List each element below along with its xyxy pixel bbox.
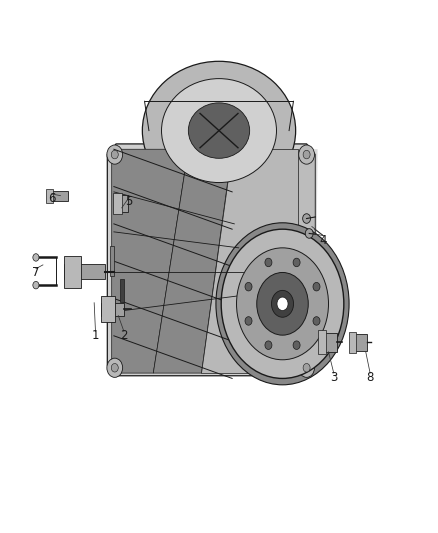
Circle shape	[265, 341, 272, 350]
Circle shape	[33, 254, 39, 261]
Text: 7: 7	[32, 266, 40, 279]
Circle shape	[305, 229, 313, 238]
Ellipse shape	[142, 61, 296, 200]
Circle shape	[111, 364, 118, 372]
Polygon shape	[101, 303, 124, 316]
Polygon shape	[350, 334, 367, 351]
Circle shape	[216, 223, 349, 385]
Text: 8: 8	[367, 371, 374, 384]
Circle shape	[277, 297, 288, 311]
Polygon shape	[64, 256, 81, 288]
Circle shape	[221, 229, 344, 378]
Polygon shape	[110, 246, 114, 276]
Circle shape	[293, 258, 300, 266]
Circle shape	[111, 150, 118, 159]
Circle shape	[313, 317, 320, 325]
Circle shape	[303, 150, 310, 159]
Polygon shape	[112, 149, 188, 373]
Ellipse shape	[188, 103, 250, 158]
Polygon shape	[120, 279, 124, 302]
Circle shape	[257, 272, 308, 335]
Text: 3: 3	[330, 371, 337, 384]
Circle shape	[299, 145, 314, 164]
Circle shape	[107, 358, 123, 377]
Circle shape	[245, 282, 252, 291]
Circle shape	[33, 281, 39, 289]
Circle shape	[237, 248, 328, 360]
Polygon shape	[64, 264, 105, 279]
Text: 5: 5	[126, 195, 133, 208]
Circle shape	[293, 341, 300, 350]
Polygon shape	[48, 191, 68, 201]
Text: 6: 6	[48, 192, 56, 205]
Polygon shape	[349, 332, 356, 353]
Polygon shape	[320, 333, 337, 352]
Polygon shape	[201, 149, 298, 373]
Ellipse shape	[162, 78, 276, 182]
Polygon shape	[46, 189, 53, 203]
Circle shape	[272, 290, 293, 317]
Polygon shape	[107, 144, 315, 376]
Circle shape	[313, 282, 320, 291]
Text: 2: 2	[120, 329, 128, 342]
Polygon shape	[101, 296, 115, 322]
Circle shape	[245, 317, 252, 325]
Circle shape	[107, 145, 123, 164]
Polygon shape	[114, 195, 128, 212]
Circle shape	[303, 214, 311, 223]
Polygon shape	[153, 149, 232, 373]
Circle shape	[265, 258, 272, 266]
Polygon shape	[113, 193, 122, 214]
Text: 1: 1	[92, 329, 99, 342]
Text: 4: 4	[319, 235, 327, 247]
Polygon shape	[318, 330, 326, 354]
Circle shape	[303, 364, 310, 372]
Circle shape	[299, 358, 314, 377]
